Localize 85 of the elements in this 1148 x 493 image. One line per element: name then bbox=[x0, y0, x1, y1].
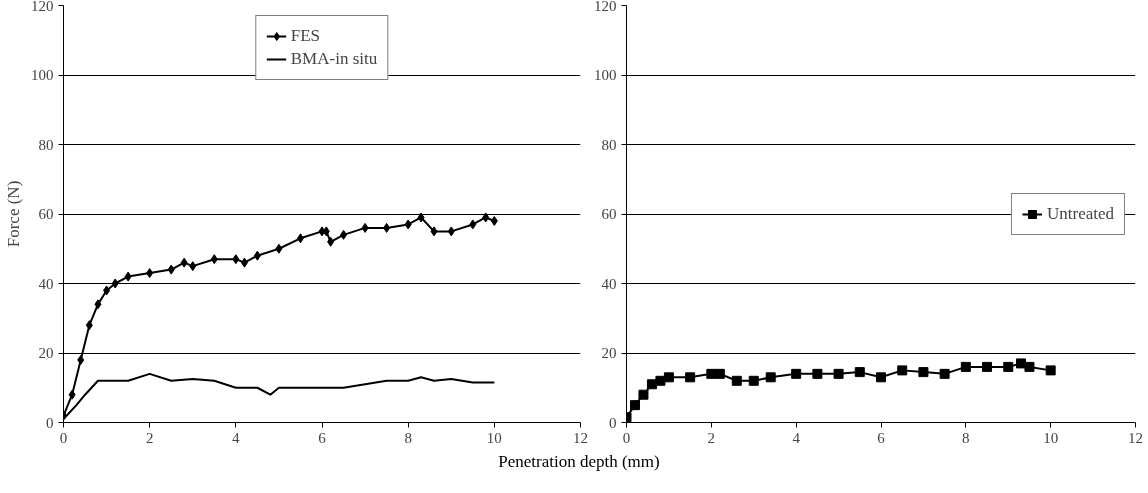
point bbox=[77, 354, 85, 365]
x-tick-label: 10 bbox=[1043, 429, 1059, 446]
point bbox=[706, 368, 717, 379]
y-tick-label: 20 bbox=[601, 345, 617, 361]
point bbox=[146, 268, 154, 279]
x-tick-label: 12 bbox=[1128, 429, 1143, 446]
point bbox=[982, 361, 993, 372]
point bbox=[765, 372, 776, 383]
point bbox=[94, 299, 102, 310]
point bbox=[417, 212, 425, 223]
point bbox=[232, 254, 240, 265]
y-axis-title: Force (N) bbox=[4, 180, 23, 248]
point bbox=[854, 367, 865, 378]
point bbox=[189, 261, 197, 272]
point bbox=[447, 226, 455, 237]
point bbox=[663, 372, 674, 383]
point bbox=[404, 219, 412, 230]
y-tick-label: 60 bbox=[38, 206, 54, 222]
point bbox=[469, 219, 477, 230]
point bbox=[833, 368, 844, 379]
point bbox=[340, 229, 348, 240]
point bbox=[253, 250, 261, 261]
legend-label: Untreated bbox=[1046, 203, 1114, 224]
point bbox=[103, 285, 111, 296]
point bbox=[210, 254, 218, 265]
point bbox=[939, 368, 950, 379]
point bbox=[430, 226, 438, 237]
point bbox=[960, 361, 971, 372]
y-tick-label: 120 bbox=[31, 0, 54, 14]
y-tick-label: 0 bbox=[46, 414, 54, 431]
y-tick-label: 0 bbox=[609, 414, 617, 431]
x-tick-label: 8 bbox=[962, 429, 970, 446]
x-tick-label: 2 bbox=[707, 429, 716, 446]
x-axis-title: Penetration depth (mm) bbox=[498, 451, 660, 473]
point bbox=[1003, 361, 1014, 372]
y-tick-label: 80 bbox=[38, 136, 54, 153]
legend-label: BMA-in situ bbox=[290, 49, 378, 69]
point bbox=[482, 212, 490, 223]
y-tick-label: 60 bbox=[601, 206, 617, 222]
point bbox=[490, 215, 498, 226]
point bbox=[1024, 361, 1035, 372]
y-tick-label: 40 bbox=[38, 275, 54, 292]
point bbox=[167, 264, 175, 275]
point bbox=[791, 368, 802, 379]
point bbox=[327, 236, 335, 247]
point bbox=[1045, 365, 1056, 376]
point bbox=[629, 400, 640, 411]
legend-label: FES bbox=[290, 26, 321, 46]
point bbox=[748, 375, 759, 386]
point bbox=[296, 233, 304, 244]
x-tick-label: 6 bbox=[877, 429, 886, 446]
point bbox=[685, 372, 696, 383]
point bbox=[68, 389, 76, 400]
y-tick-label: 100 bbox=[594, 67, 617, 83]
point bbox=[1015, 358, 1026, 369]
x-tick-label: 4 bbox=[232, 429, 241, 446]
y-tick-label: 20 bbox=[38, 345, 54, 361]
x-tick-label: 4 bbox=[792, 429, 801, 446]
point bbox=[638, 389, 649, 400]
point bbox=[714, 368, 725, 379]
point bbox=[876, 372, 886, 383]
x-tick-label: 6 bbox=[318, 429, 327, 446]
point bbox=[275, 243, 283, 254]
x-tick-label: 0 bbox=[59, 429, 68, 446]
x-tick-label: 0 bbox=[622, 429, 631, 446]
point bbox=[897, 365, 908, 376]
point bbox=[812, 368, 823, 379]
x-tick-label: 2 bbox=[145, 429, 154, 446]
point bbox=[731, 375, 742, 386]
x-tick-label: 12 bbox=[573, 429, 588, 446]
point bbox=[124, 271, 132, 282]
point bbox=[655, 375, 666, 386]
point bbox=[918, 367, 929, 378]
y-tick-label: 40 bbox=[601, 275, 617, 292]
point bbox=[361, 222, 369, 233]
point bbox=[180, 257, 188, 268]
point bbox=[383, 222, 391, 233]
y-tick-label: 80 bbox=[601, 136, 617, 153]
y-tick-label: 100 bbox=[31, 67, 54, 83]
x-tick-label: 8 bbox=[404, 429, 412, 446]
point bbox=[85, 320, 93, 331]
point bbox=[240, 257, 248, 268]
point bbox=[111, 278, 119, 289]
y-tick-label: 120 bbox=[594, 0, 617, 14]
x-tick-label: 10 bbox=[486, 429, 502, 446]
